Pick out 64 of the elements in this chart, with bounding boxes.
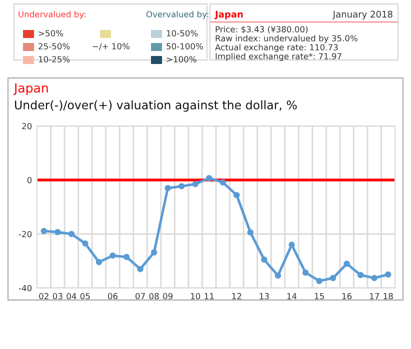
text: >50% — [38, 30, 64, 36]
text: 10-50% — [166, 30, 198, 36]
point — [54, 228, 61, 236]
x-tick-label: 15 — [314, 293, 324, 300]
x-tick-label: 10 — [190, 293, 200, 300]
x-tick-label: 18 — [384, 293, 393, 300]
x-tick-label: 12 — [232, 293, 242, 300]
x-tick-label: 05 — [80, 293, 90, 300]
x-tick-label: 11 — [204, 293, 214, 300]
y-tick-label: -40 — [18, 284, 32, 292]
point — [316, 278, 322, 284]
point — [384, 271, 392, 278]
x-tick-label: 04 — [66, 293, 76, 300]
point — [247, 229, 254, 236]
point — [96, 258, 102, 266]
point — [330, 274, 336, 282]
y-tick-label: -20 — [18, 230, 32, 238]
point — [344, 260, 350, 267]
point — [137, 266, 144, 272]
text: 10-25% — [38, 56, 70, 62]
point — [302, 269, 309, 276]
x-tick-label: 06 — [108, 293, 118, 300]
point — [40, 228, 48, 234]
point — [234, 192, 240, 198]
text: Actual exchange rate: 110.73 — [215, 44, 338, 52]
text: Raw index: undervalued by 35.0% — [216, 34, 358, 44]
x-tick-label: 16 — [342, 293, 352, 300]
y-tick-label: 20 — [22, 122, 32, 130]
text: Implied exchange rate*: 71.97 — [216, 52, 342, 62]
x-tick-label: 13 — [260, 293, 269, 300]
point — [220, 179, 226, 186]
x-tick-label: 09 — [163, 293, 173, 300]
point — [371, 274, 378, 282]
x-tick-label: 02 — [39, 293, 48, 300]
point — [206, 174, 212, 182]
text: 25-50% — [38, 43, 70, 50]
chart-subtitle: Under(-)/over(+) valuation against the dollar, % — [15, 100, 297, 112]
x-tick-label: 14 — [287, 293, 297, 300]
point — [123, 254, 130, 260]
text: >100% — [166, 56, 196, 62]
point — [357, 272, 364, 278]
text: Undervalued by: — [18, 10, 86, 20]
text: Overvalued by: — [146, 10, 208, 20]
point — [192, 180, 198, 188]
text: Japan — [214, 10, 243, 20]
point — [82, 240, 88, 247]
point — [274, 272, 282, 279]
x-tick-label: 07 — [136, 293, 145, 300]
text: 50-100% — [166, 43, 203, 50]
point — [150, 249, 158, 256]
point — [178, 183, 185, 190]
text: January 2018 — [332, 10, 392, 20]
point — [288, 242, 295, 248]
point — [110, 252, 116, 259]
x-tick-label: 08 — [149, 293, 159, 300]
text: −/+ 10% — [92, 43, 130, 50]
x-tick-label: 03 — [52, 293, 62, 300]
chart-title: Japan — [13, 83, 48, 96]
point — [164, 184, 171, 192]
point — [261, 256, 268, 263]
text: Price: $3.43 (¥380.00) — [216, 26, 308, 34]
point — [68, 230, 75, 238]
y-tick-label: 0 — [27, 176, 32, 184]
x-tick-label: 17 — [370, 293, 379, 300]
